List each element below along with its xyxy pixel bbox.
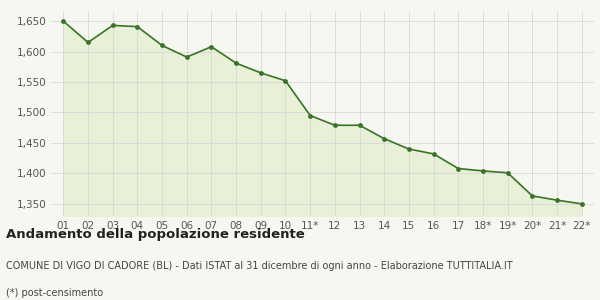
Point [182,55,191,59]
Text: Andamento della popolazione residente: Andamento della popolazione residente [6,228,305,241]
Point [157,43,167,48]
Point [404,147,413,152]
Point [478,169,488,173]
Point [256,70,266,75]
Point [503,170,512,175]
Point [379,136,389,141]
Point [206,44,216,49]
Point [527,194,537,198]
Point [552,198,562,203]
Point [305,113,315,118]
Text: COMUNE DI VIGO DI CADORE (BL) - Dati ISTAT al 31 dicembre di ogni anno - Elabora: COMUNE DI VIGO DI CADORE (BL) - Dati IST… [6,261,512,271]
Point [577,201,586,206]
Text: (*) post-censimento: (*) post-censimento [6,288,103,298]
Point [330,123,340,128]
Point [133,24,142,29]
Point [355,123,364,128]
Point [281,78,290,83]
Point [429,152,439,156]
Point [454,166,463,171]
Point [59,19,68,23]
Point [232,61,241,66]
Point [83,40,93,45]
Point [108,23,118,28]
